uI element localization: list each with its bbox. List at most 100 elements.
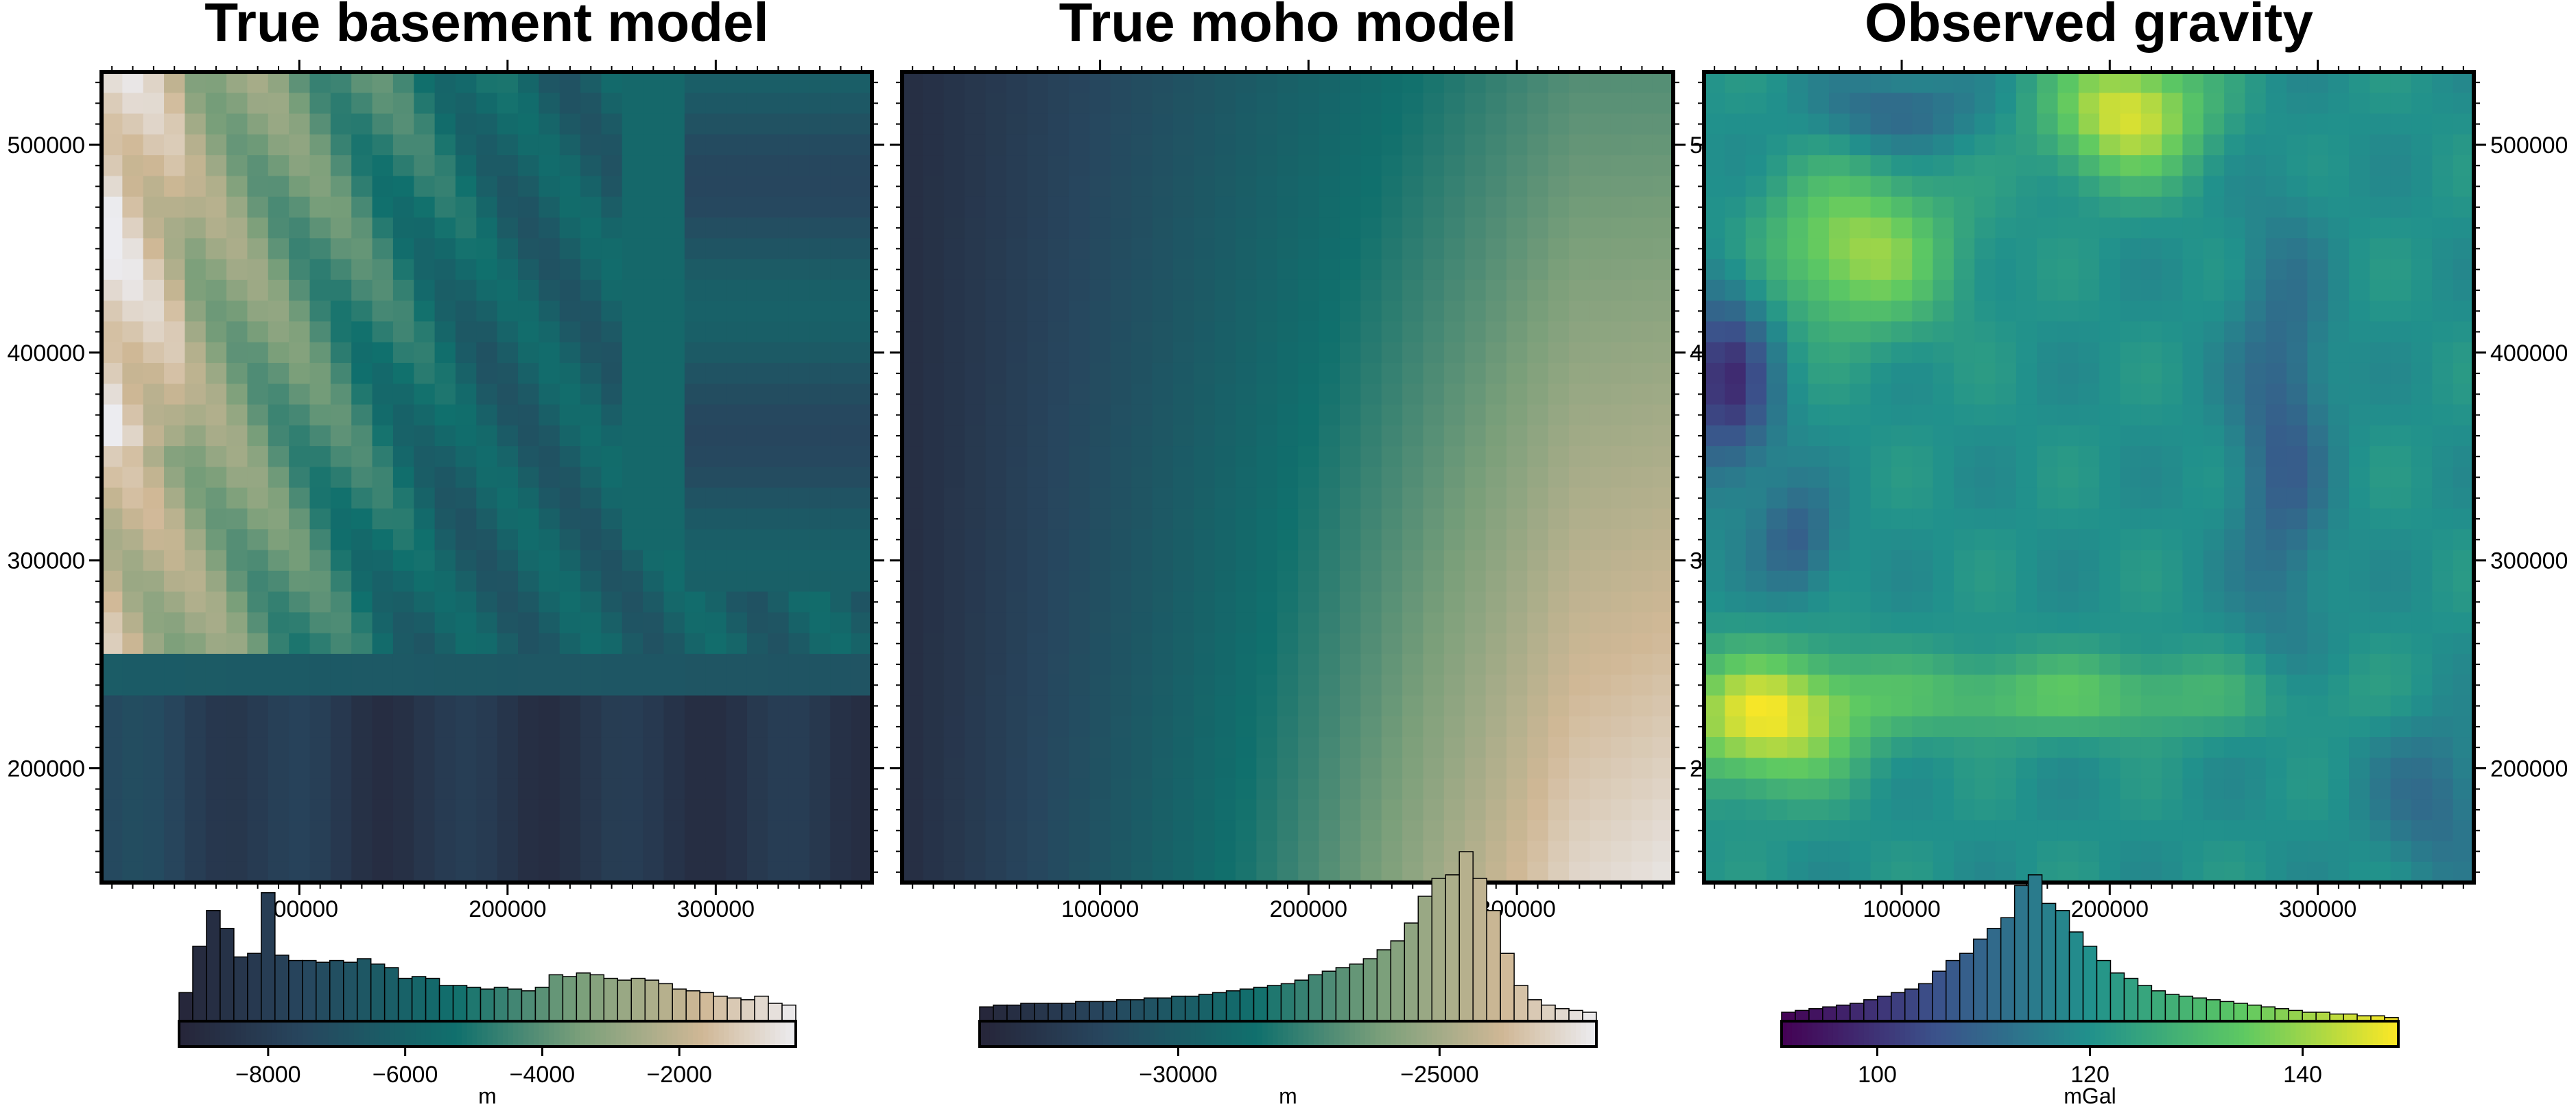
heatmap-cell [185,342,206,364]
heatmap-cell [518,820,540,842]
heatmap-cell [1631,425,1653,447]
heatmap-cell [1465,425,1487,447]
heatmap-cell [965,134,986,156]
heatmap-cell [1319,342,1340,364]
colorbar-segment [718,1021,724,1047]
heatmap-cell [902,238,924,260]
heatmap-cell [414,113,436,135]
heatmap-cell [622,695,643,717]
heatmap-cell [768,799,790,821]
heatmap-cell [1891,612,1913,634]
heatmap-cell [2349,675,2371,697]
heatmap-cell [559,93,581,115]
colorbar-segment [1535,1021,1541,1047]
heatmap-cell [1069,217,1091,240]
heatmap-cell [309,425,331,447]
heatmap-cell [2390,570,2412,592]
heatmap-cell [1828,196,1851,218]
heatmap-cell [497,425,519,447]
heatmap-cell [902,487,924,509]
heatmap-cell [2078,72,2100,94]
heatmap-cell [1339,550,1362,572]
heatmap-cell [1110,695,1132,717]
heatmap-cell [1006,716,1028,738]
heatmap-cell [705,820,727,842]
heatmap-cell [2349,487,2371,509]
heatmap-cell [1850,176,1871,198]
heatmap-cell [2099,113,2121,135]
heatmap-cell [851,176,873,198]
heatmap-cell [1953,612,1976,634]
heatmap-cell [965,259,986,281]
heatmap-cell [663,737,685,759]
heatmap-cell [1912,695,1934,717]
heatmap-cell [1360,279,1382,301]
heatmap-cell [1214,653,1236,675]
heatmap-cell [185,72,206,94]
heatmap-cell [1402,279,1424,301]
heatmap-cell [289,176,311,198]
heatmap-cell [497,72,519,94]
heatmap-cell [1319,675,1340,697]
heatmap-cell [1631,342,1653,364]
heatmap-cell [965,508,986,530]
heatmap-cell [580,467,602,489]
heatmap-cell [2182,529,2204,551]
heatmap-cell [185,404,206,426]
heatmap-cell [122,196,144,218]
heatmap-cell [923,653,945,675]
heatmap-cell [1256,134,1278,156]
heatmap-cell [392,633,415,655]
heatmap-cell [2162,633,2184,655]
histogram-bar [1458,851,1474,1022]
heatmap-cell [1069,279,1091,301]
colorbar-segment [1344,1021,1350,1047]
heatmap-cell [122,841,144,863]
heatmap-cell [2099,633,2121,655]
heatmap-cell [1995,321,2017,343]
heatmap-cell [497,238,519,260]
heatmap-cell [247,716,269,738]
heatmap-cell [830,508,852,530]
heatmap-cell [809,72,831,94]
heatmap-cell [851,362,873,385]
heatmap-cell [1089,384,1111,406]
heatmap-cell [1277,321,1299,343]
heatmap-cell [2411,384,2433,406]
heatmap-cell [247,238,269,260]
heatmap-cell [1443,217,1466,240]
heatmap-cell [2120,633,2142,655]
heatmap-cell [2370,737,2391,759]
heatmap-cell [622,487,643,509]
heatmap-cell [580,279,602,301]
heatmap-cell [580,529,602,551]
heatmap-cell [455,196,477,218]
heatmap-cell [663,592,685,614]
heatmap-cell [788,737,810,759]
heatmap-cell [2182,155,2204,177]
heatmap-cell [943,404,965,426]
heatmap-cell [1506,508,1528,530]
heatmap-cell [1610,778,1633,800]
heatmap-cell [643,550,665,572]
heatmap-cell [2453,155,2474,177]
heatmap-cell [330,176,353,198]
heatmap-cell [1766,446,1788,468]
heatmap-cell [2224,487,2246,509]
heatmap-cell [684,176,706,198]
heatmap-cell [455,653,477,675]
heatmap-cell [2245,279,2267,301]
heatmap-cell [185,716,206,738]
heatmap-cell [985,508,1007,530]
heatmap-cell [1590,217,1611,240]
histogram-bar [466,986,482,1022]
heatmap-cell [1912,446,1934,468]
heatmap-cell [1319,404,1340,426]
colorbar-segment [1077,1021,1083,1047]
heatmap-cell [1631,570,1653,592]
heatmap-cell [768,820,790,842]
heatmap-cell [1850,799,1871,821]
heatmap-cell [1048,467,1070,489]
heatmap-cell [851,737,873,759]
heatmap-cell [830,176,852,198]
